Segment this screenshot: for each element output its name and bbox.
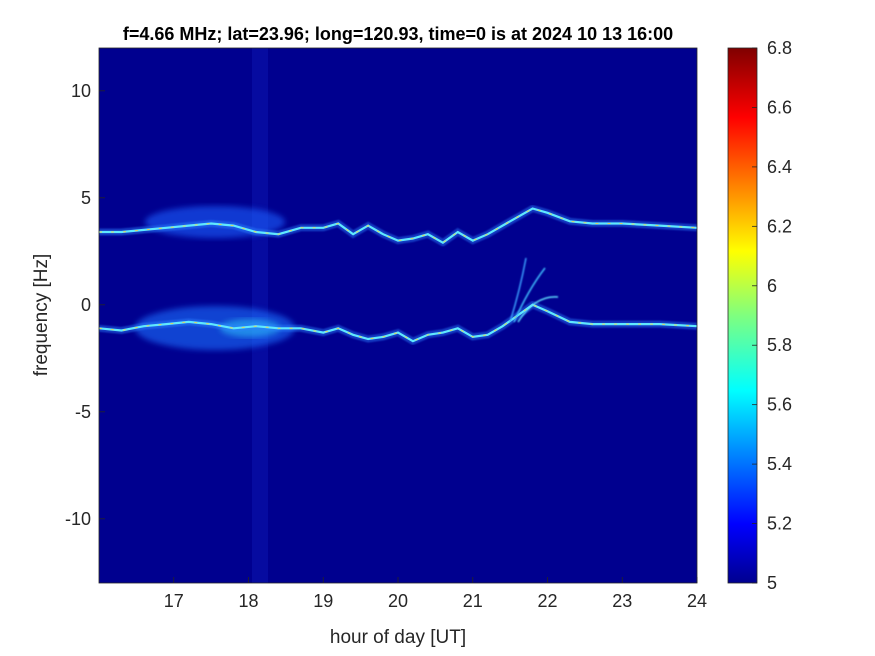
x-tick-label-6: 23: [612, 591, 632, 611]
x-tick-label-1: 18: [238, 591, 258, 611]
y-tick-label-1: -5: [75, 402, 91, 422]
colorbar-tick-label-9: 6.8: [767, 38, 792, 58]
chart-title: f=4.66 MHz; lat=23.96; long=120.93, time…: [123, 24, 673, 44]
x-tick-label-0: 17: [164, 591, 184, 611]
colorbar-tick-label-0: 5: [767, 573, 777, 593]
plume-branches: [509, 257, 559, 323]
colorbar-tick-label-7: 6.4: [767, 157, 792, 177]
trace-highlight-1: [99, 304, 697, 342]
colorbar: 5 5.2 5.4 5.6 5.8 6 6.2 6.4 6.6 6.8: [727, 38, 792, 593]
x-tick-label-3: 20: [388, 591, 408, 611]
x-tick-label-5: 22: [537, 591, 557, 611]
y-tick-label-4: 10: [71, 81, 91, 101]
plot-area: [99, 48, 697, 583]
traces-layer: [99, 204, 697, 346]
y-axis-label: frequency [Hz]: [31, 254, 52, 377]
y-tick-label-3: 5: [81, 188, 91, 208]
x-tick-label-2: 19: [313, 591, 333, 611]
x-axis-label: hour of day [UT]: [330, 627, 466, 648]
colorbar-ticks: 5 5.2 5.4 5.6 5.8 6 6.2 6.4 6.6 6.8: [752, 38, 792, 593]
colorbar-tick-label-3: 5.6: [767, 395, 792, 415]
y-tick-label-0: -10: [65, 509, 91, 529]
colorbar-gradient: [727, 47, 758, 584]
y-axis: -10 -5 0 5 10: [65, 81, 105, 529]
x-axis: 17 18 19 20 21 22 23 24: [164, 577, 707, 611]
x-tick-label-7: 24: [687, 591, 707, 611]
colorbar-tick-label-2: 5.4: [767, 454, 792, 474]
colorbar-tick-label-5: 6: [767, 276, 777, 296]
colorbar-tick-label-1: 5.2: [767, 514, 792, 534]
colorbar-tick-label-4: 5.8: [767, 335, 792, 355]
y-tick-label-2: 0: [81, 295, 91, 315]
colorbar-tick-label-8: 6.6: [767, 97, 792, 117]
colorbar-tick-label-6: 6.2: [767, 216, 792, 236]
x-tick-label-4: 21: [463, 591, 483, 611]
trace-highlight-0: [99, 207, 697, 244]
